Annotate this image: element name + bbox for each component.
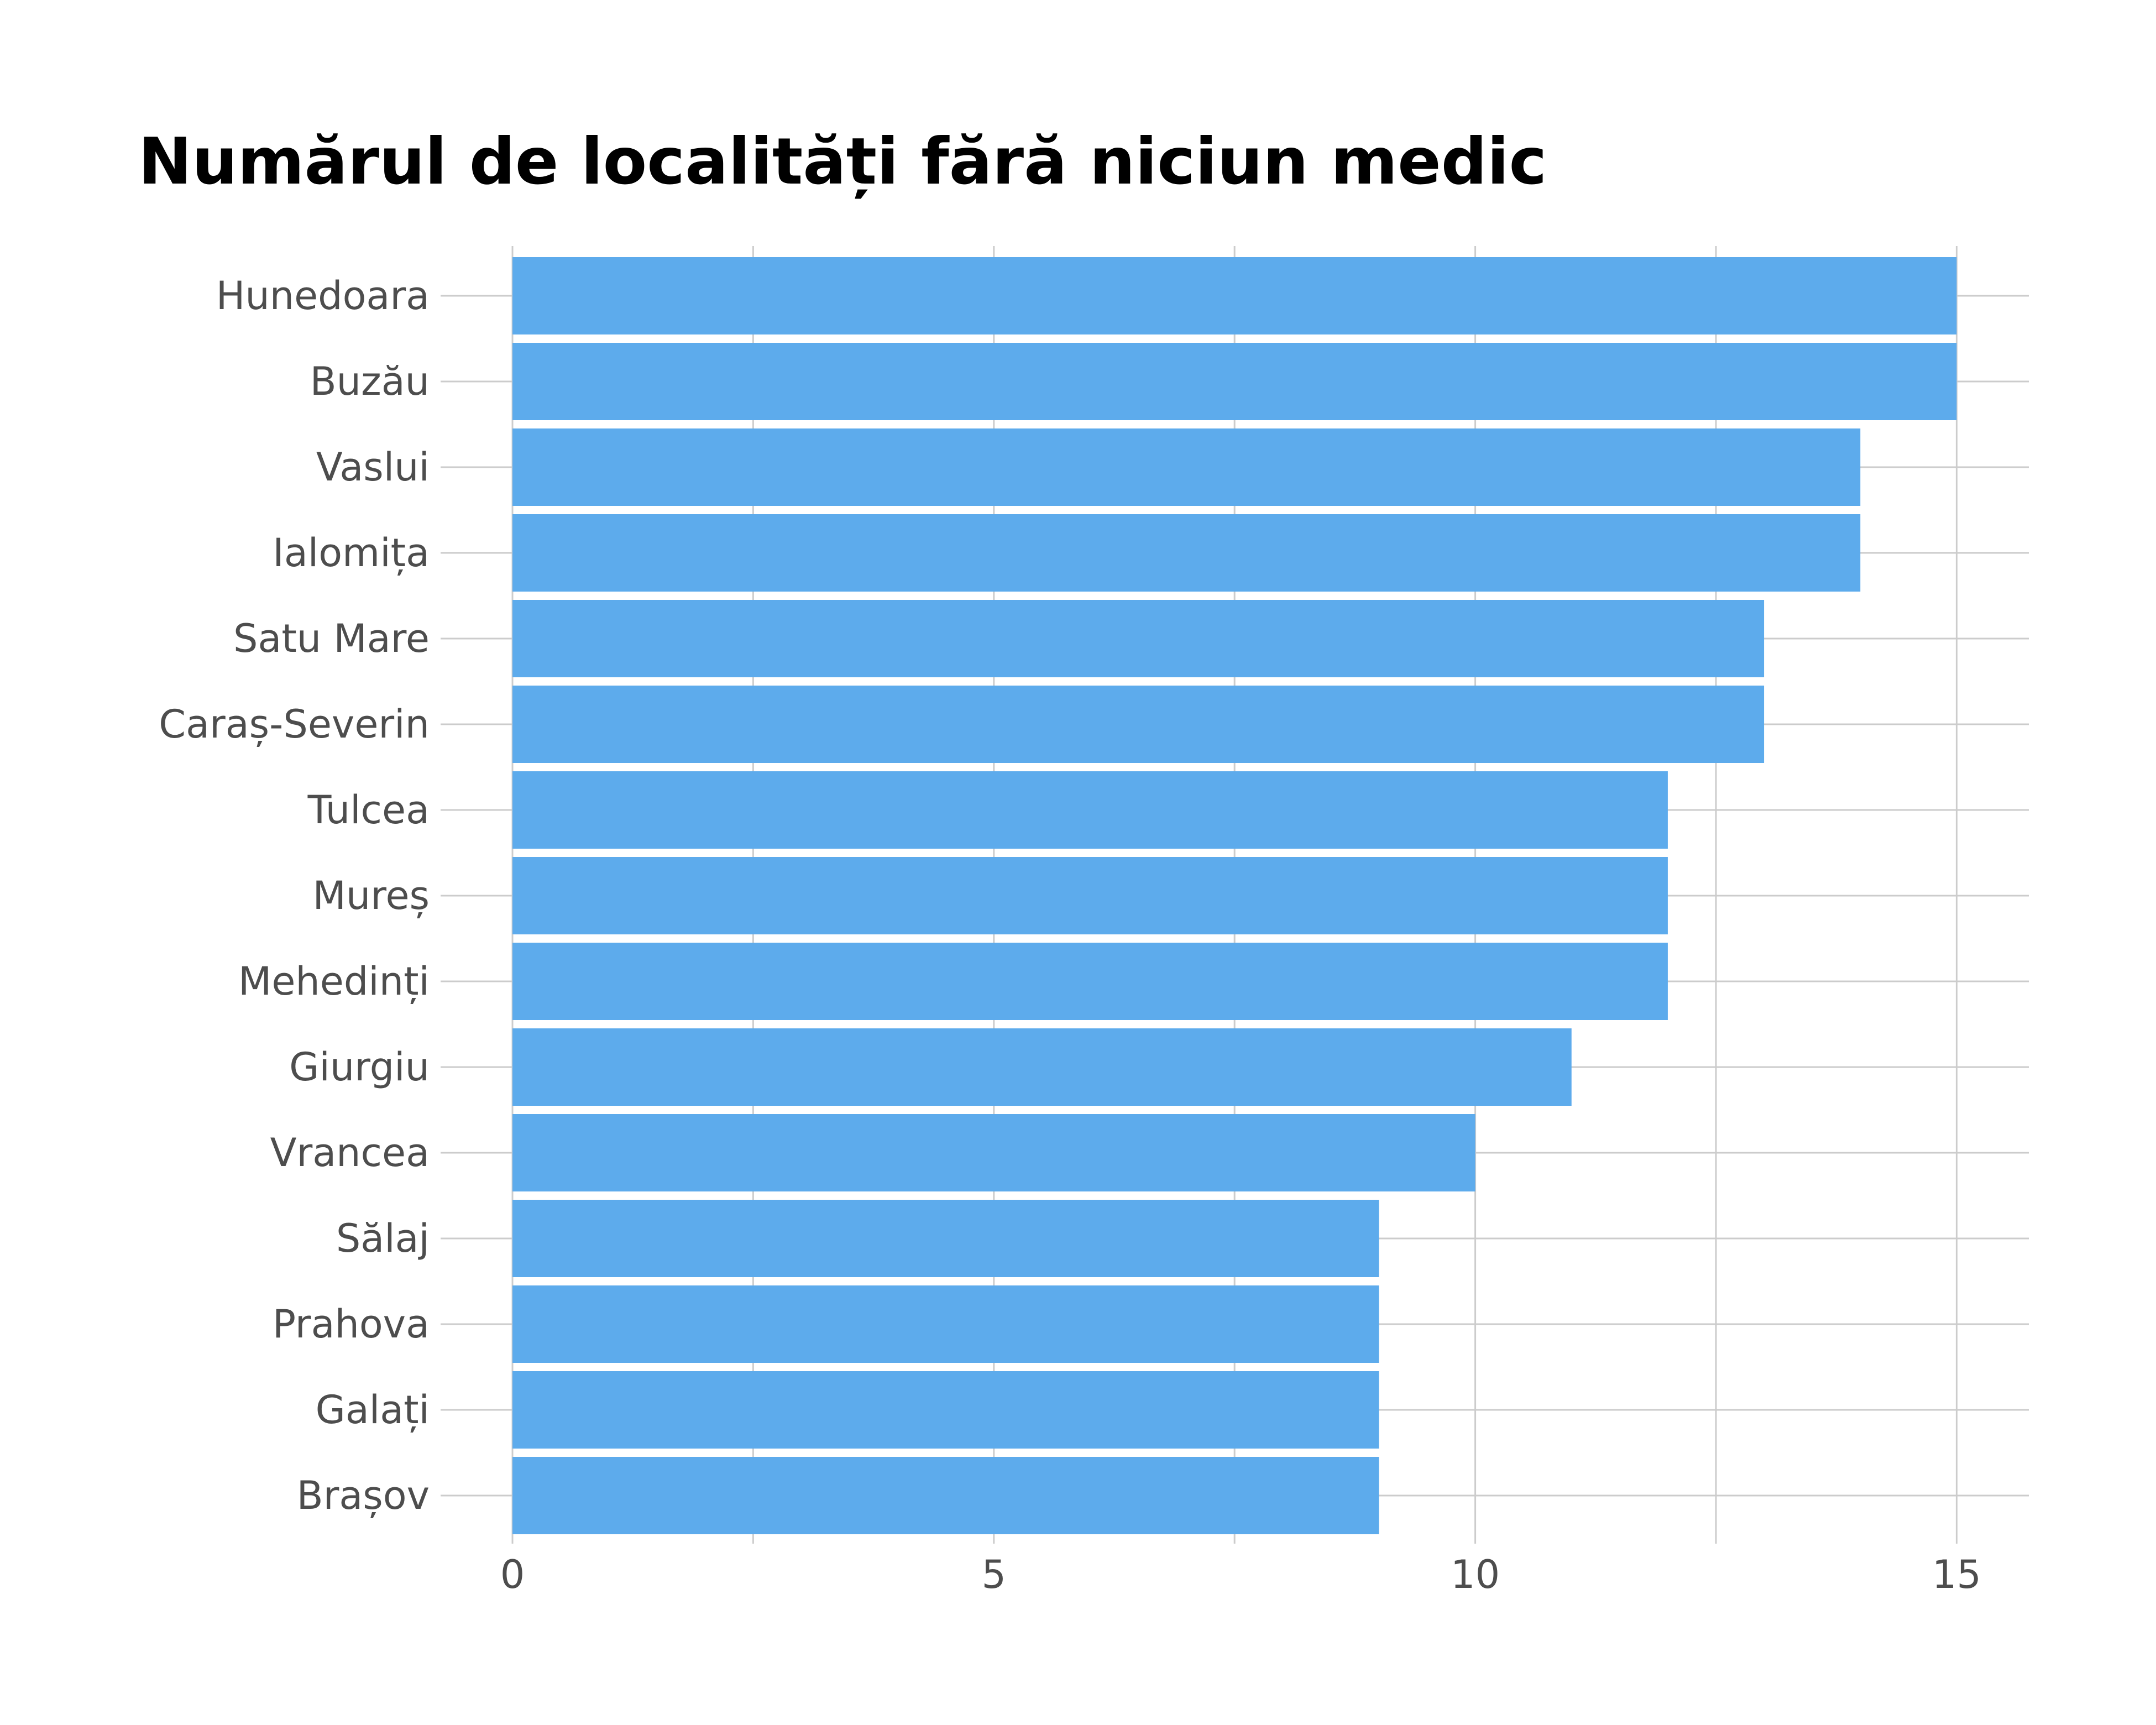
x-tick-label: 0 <box>500 1552 525 1597</box>
x-tick-label: 15 <box>1932 1552 1981 1597</box>
bar <box>512 257 1957 334</box>
y-tick-label: Caraș-Severin <box>159 702 430 747</box>
bar <box>512 943 1668 1020</box>
y-tick-label: Vrancea <box>270 1130 430 1175</box>
y-tick-label: Galați <box>316 1387 430 1433</box>
y-tick-label: Mehedinți <box>238 959 430 1004</box>
bar <box>512 686 1765 763</box>
bar <box>512 514 1861 592</box>
bar <box>512 857 1668 934</box>
y-tick-label: Vaslui <box>316 445 430 490</box>
bar <box>512 1285 1379 1363</box>
y-tick-label: Tulcea <box>307 787 430 833</box>
y-tick-label: Buzău <box>310 359 430 404</box>
y-tick-label: Brașov <box>297 1473 430 1518</box>
y-tick-label: Ialomița <box>273 530 430 576</box>
bar <box>512 1114 1475 1191</box>
bar <box>512 600 1765 677</box>
bar <box>512 428 1861 506</box>
bar <box>512 343 1957 420</box>
y-tick-label: Giurgiu <box>289 1044 430 1090</box>
bar <box>512 771 1668 849</box>
y-tick-label: Sălaj <box>336 1216 430 1261</box>
bar <box>512 1371 1379 1449</box>
bar <box>512 1028 1572 1106</box>
bar <box>512 1457 1379 1534</box>
bar <box>512 1200 1379 1277</box>
x-tick-label: 10 <box>1451 1552 1500 1597</box>
x-tick-label: 5 <box>982 1552 1007 1597</box>
chart-title: Numărul de localități fără niciun medic <box>138 124 1547 199</box>
y-tick-label: Mureș <box>312 873 430 918</box>
y-tick-label: Hunedoara <box>216 273 430 318</box>
y-tick-label: Prahova <box>273 1301 430 1347</box>
y-tick-label: Satu Mare <box>233 616 430 661</box>
